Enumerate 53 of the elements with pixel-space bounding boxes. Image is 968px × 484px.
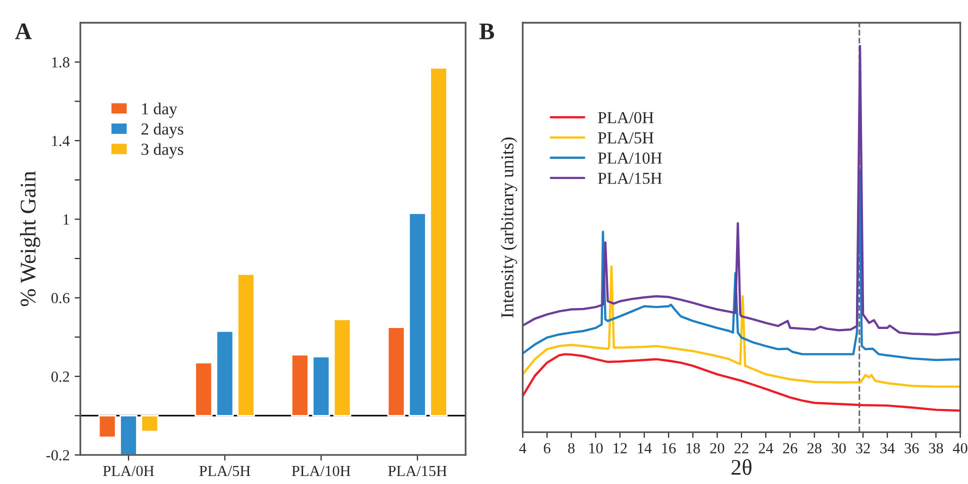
bar — [98, 414, 116, 438]
bar — [312, 356, 330, 416]
x-tick-label: 28 — [807, 443, 822, 454]
x-tick-label: 14 — [638, 443, 652, 454]
legend-label: PLA/0H — [598, 112, 654, 124]
x-tick-label: PLA/5H — [199, 466, 250, 476]
bar — [333, 318, 352, 416]
x-tick-label: PLA/10H — [292, 466, 350, 476]
legend-label: PLA/5H — [598, 132, 654, 144]
x-tick-label: 8 — [568, 443, 575, 454]
chart-title: A — [15, 24, 32, 40]
x-axis-title: 2θ — [732, 459, 752, 475]
bar — [216, 330, 234, 416]
bar — [408, 212, 426, 416]
y-axis-title: % Weight Gain — [20, 171, 40, 306]
x-tick-label: PLA/0H — [103, 466, 154, 476]
x-tick-label: 4 — [519, 443, 526, 454]
y-tick-label: 0.6 — [51, 292, 70, 304]
x-tick-label: PLA/15H — [388, 466, 447, 476]
bar — [194, 362, 213, 416]
y-tick-label: 1 — [64, 214, 70, 225]
x-tick-label: 30 — [832, 443, 846, 454]
x-tick-label: 40 — [952, 443, 968, 454]
x-tick-label: 6 — [544, 443, 550, 454]
bar — [237, 274, 255, 416]
legend-label: 2 days — [141, 122, 184, 138]
bar — [430, 67, 448, 416]
legend-label: 1 day — [142, 102, 178, 118]
y-axis-title: Intensity (arbitrary units) — [500, 138, 518, 318]
x-tick-label: 26 — [783, 443, 798, 454]
bar — [290, 354, 309, 416]
legend-label: PLA/10H — [598, 152, 662, 164]
x-tick-label: 16 — [662, 443, 676, 454]
x-tick-label: 24 — [758, 443, 774, 454]
x-tick-label: 10 — [589, 443, 603, 454]
bar — [120, 414, 138, 455]
y-tick-label: 1.4 — [52, 136, 70, 146]
x-tick-label: 32 — [856, 443, 870, 454]
x-tick-label: 38 — [929, 443, 944, 454]
x-tick-label: 22 — [734, 443, 748, 454]
legend-label: PLA/15H — [598, 172, 662, 184]
x-tick-label: 36 — [904, 443, 919, 454]
legend-label: 3 days — [142, 143, 184, 158]
chart-title: B — [479, 24, 494, 40]
y-tick-label: -0.2 — [46, 450, 70, 460]
bar — [387, 326, 406, 416]
x-tick-label: 12 — [614, 443, 627, 454]
y-tick-label: 1.8 — [52, 57, 70, 68]
x-tick-label: 20 — [710, 443, 724, 454]
x-tick-label: 18 — [686, 443, 700, 454]
x-tick-label: 34 — [880, 443, 895, 454]
bar — [140, 414, 159, 432]
y-tick-label: 0.2 — [51, 372, 70, 382]
